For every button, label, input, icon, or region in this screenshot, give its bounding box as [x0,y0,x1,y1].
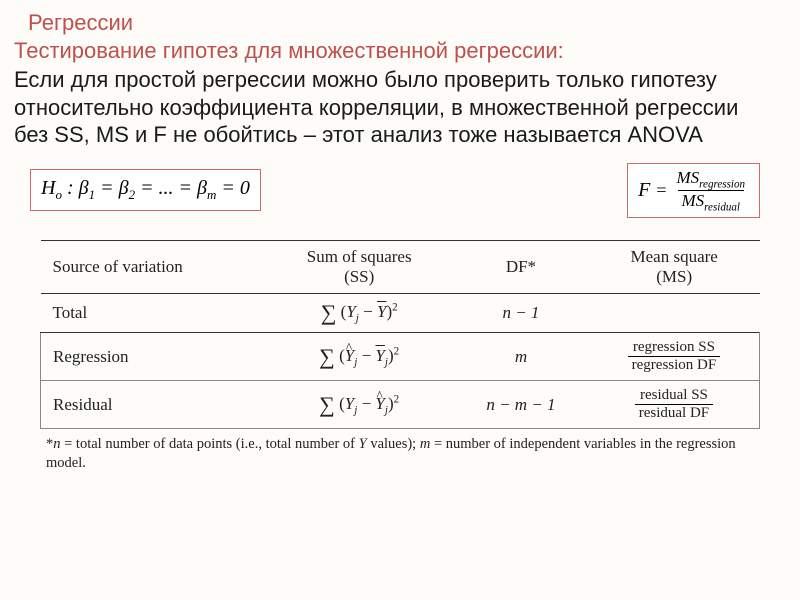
col-ms: Mean square(MS) [589,241,760,294]
table-header-row: Source of variation Sum of squares(SS) D… [41,241,760,294]
cell-source: Residual [41,381,266,429]
cell-ss: ∑ (Yj − Yj)2 [265,333,453,381]
anova-table: Source of variation Sum of squares(SS) D… [40,240,760,429]
cell-ms: residual SS residual DF [589,381,760,429]
cell-ss: ∑ (Yj − Y)2 [265,294,453,333]
formula-row: Ho : β1 = β2 = ... = βm = 0 F = MSregres… [0,159,800,219]
cell-df: n − m − 1 [453,381,589,429]
col-df: DF* [453,241,589,294]
body-text: Если для простой регрессии можно было пр… [0,66,800,159]
footnote: *n = total number of data points (i.e., … [0,429,800,473]
cell-source: Regression [41,333,266,381]
section-title: Регрессии [0,0,800,38]
col-source: Source of variation [41,241,266,294]
table-row: Regression ∑ (Yj − Yj)2 m regression SS … [41,333,760,381]
table-row: Total ∑ (Yj − Y)2 n − 1 [41,294,760,333]
col-ss: Sum of squares(SS) [265,241,453,294]
cell-df: m [453,333,589,381]
hypothesis-formula: Ho : β1 = β2 = ... = βm = 0 [30,169,261,211]
cell-ss: ∑ (Yj − Yj)2 [265,381,453,429]
cell-source: Total [41,294,266,333]
cell-ms [589,294,760,333]
subtitle: Тестирование гипотез для множественной р… [0,38,800,66]
cell-ms: regression SS regression DF [589,333,760,381]
table-row: Residual ∑ (Yj − Yj)2 n − m − 1 residual… [41,381,760,429]
f-statistic-formula: F = MSregression MSresidual [627,163,760,219]
cell-df: n − 1 [453,294,589,333]
